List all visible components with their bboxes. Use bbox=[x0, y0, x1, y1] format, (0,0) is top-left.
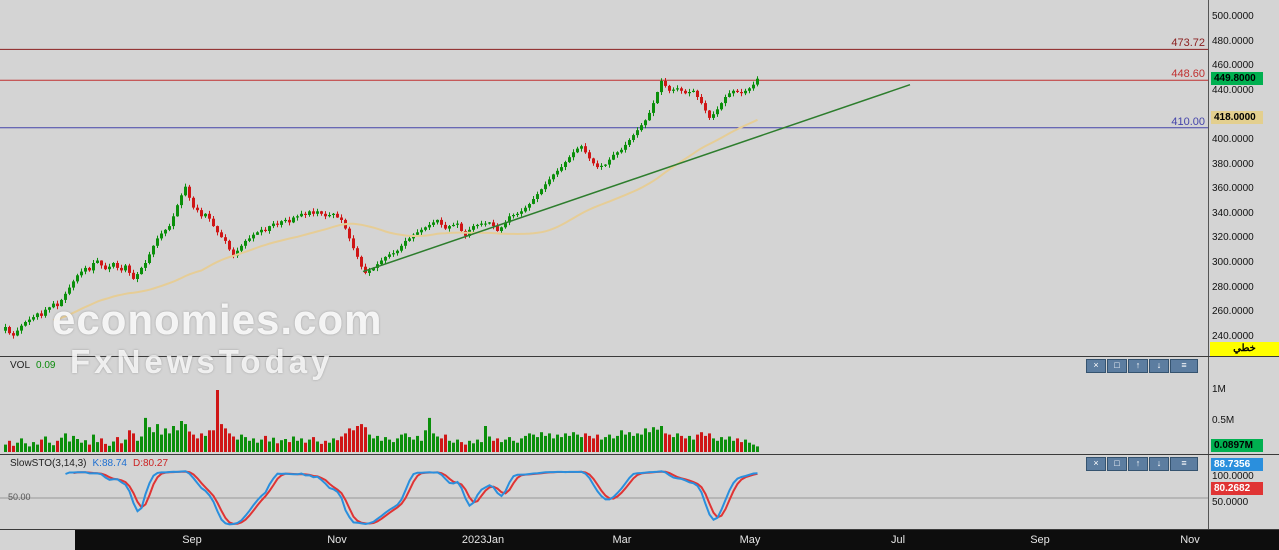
scale-mode-badge[interactable]: خطي bbox=[1210, 342, 1279, 356]
ma-value-badge: 418.0000 bbox=[1211, 110, 1263, 124]
moving-average-line bbox=[53, 118, 758, 322]
pane-separator-stochastic[interactable] bbox=[0, 454, 1279, 455]
current-price-badge: 449.8000 bbox=[1211, 71, 1263, 85]
volume-bars-layer bbox=[4, 390, 759, 452]
sto-axis-tick-50: 50.0000 bbox=[1212, 497, 1249, 508]
scroll-up-icon[interactable]: ↑ bbox=[1128, 457, 1148, 471]
time-axis-label[interactable]: Sep bbox=[1030, 534, 1050, 546]
sto-pane-header: SlowSTO(3,14,3) K:88.74 D:80.27 bbox=[10, 458, 168, 469]
price-axis-tick: 240.0000 bbox=[1212, 330, 1254, 342]
price-axis-tick: 320.0000 bbox=[1212, 232, 1254, 244]
price-axis-tick: 440.0000 bbox=[1212, 84, 1254, 96]
volume-pane-header: VOL 0.09 bbox=[10, 360, 55, 371]
restore-icon[interactable]: □ bbox=[1107, 457, 1127, 471]
price-axis-tick: 360.0000 bbox=[1212, 183, 1254, 195]
sto-k-value: K:88.74 bbox=[92, 458, 127, 469]
sto-d-badge: 80.2682 bbox=[1211, 482, 1263, 495]
price-axis-tick: 400.0000 bbox=[1212, 134, 1254, 145]
price-level-label: 448.60 bbox=[1171, 68, 1205, 81]
sto-k-line bbox=[65, 470, 758, 526]
time-axis-label[interactable]: Nov bbox=[327, 534, 347, 546]
trend-line[interactable] bbox=[362, 83, 911, 273]
sto-d-value: D:80.27 bbox=[133, 458, 169, 469]
scroll-up-icon[interactable]: ↑ bbox=[1128, 359, 1148, 373]
volume-axis-tick: 1M bbox=[1212, 384, 1226, 395]
close-icon[interactable]: × bbox=[1086, 457, 1106, 471]
price-level-label: 473.72 bbox=[1171, 37, 1205, 50]
volume-value-badge: 0.0897M bbox=[1211, 439, 1263, 452]
watermark-economies: economies.com bbox=[52, 296, 383, 343]
time-axis-label[interactable]: 2023Jan bbox=[461, 534, 505, 546]
time-axis-label[interactable]: May bbox=[739, 534, 761, 546]
restore-icon[interactable]: □ bbox=[1107, 359, 1127, 373]
sto-k-badge: 88.7356 bbox=[1211, 458, 1263, 471]
price-axis-tick: 340.0000 bbox=[1212, 207, 1254, 219]
price-axis-tick: 260.0000 bbox=[1212, 306, 1254, 318]
menu-icon[interactable]: ≡ bbox=[1170, 359, 1198, 373]
sto-pane-title: SlowSTO(3,14,3) bbox=[10, 458, 87, 469]
price-axis-separator bbox=[1208, 0, 1209, 529]
sto-50-left-label: 50.00 bbox=[8, 492, 31, 502]
pane-separator-timebar bbox=[0, 529, 1279, 530]
time-axis-label[interactable]: Jul bbox=[890, 534, 906, 546]
volume-pane-toolbar: × □ ↑ ↓ ≡ bbox=[1086, 359, 1198, 373]
scroll-down-icon[interactable]: ↓ bbox=[1149, 359, 1169, 373]
time-axis-label[interactable]: Nov bbox=[1180, 534, 1200, 546]
price-axis-tick: 300.0000 bbox=[1212, 257, 1254, 268]
volume-pane-title: VOL bbox=[10, 360, 31, 371]
sto-axis-tick-100: 100.0000 bbox=[1212, 471, 1254, 482]
menu-icon[interactable]: ≡ bbox=[1170, 457, 1198, 471]
time-axis-label[interactable]: Sep bbox=[182, 534, 202, 546]
price-axis-tick: 460.0000 bbox=[1212, 60, 1254, 72]
sto-pane-toolbar: × □ ↑ ↓ ≡ bbox=[1086, 457, 1198, 471]
price-level-label: 410.00 bbox=[1171, 115, 1205, 128]
price-axis-tick: 500.0000 bbox=[1212, 11, 1254, 22]
volume-axis-tick: 0.5M bbox=[1212, 415, 1235, 426]
price-axis-tick: 280.0000 bbox=[1212, 281, 1254, 293]
price-axis-tick: 480.0000 bbox=[1212, 35, 1254, 47]
watermark-fxnewstoday: FxNewsToday bbox=[70, 343, 334, 380]
time-axis-label[interactable]: Mar bbox=[612, 534, 632, 546]
time-axis-bar[interactable] bbox=[75, 529, 1279, 550]
volume-pane-value: 0.09 bbox=[36, 360, 56, 371]
pane-separator-volume[interactable] bbox=[0, 356, 1279, 357]
price-axis-tick: 380.0000 bbox=[1212, 158, 1254, 170]
scroll-down-icon[interactable]: ↓ bbox=[1149, 457, 1169, 471]
close-icon[interactable]: × bbox=[1086, 359, 1106, 373]
